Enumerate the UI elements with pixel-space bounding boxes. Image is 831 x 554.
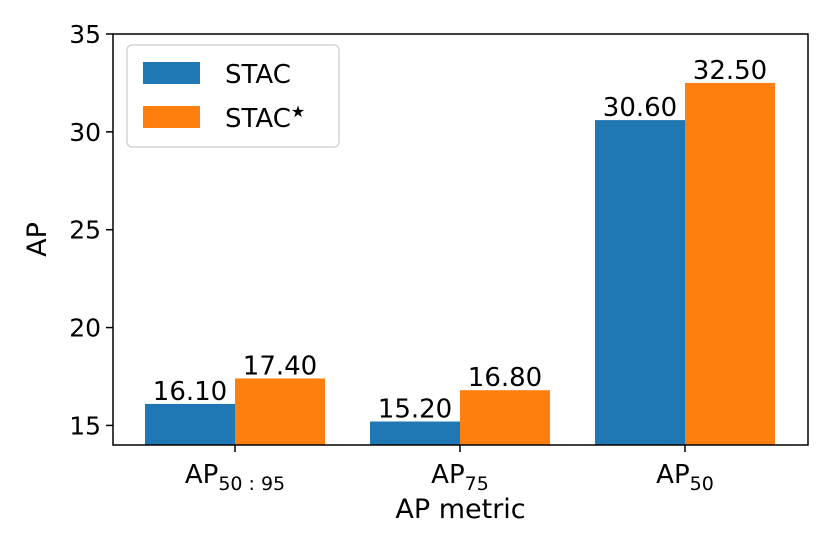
bar-value-label: 16.80 — [468, 363, 542, 393]
legend-label: STAC★ — [225, 102, 305, 134]
y-tick-label: 25 — [69, 216, 101, 245]
x-tick-label: AP75 — [431, 460, 489, 495]
bar-labels-group: 16.10 17.40 15.20 16.80 30.60 32.50 — [153, 56, 767, 425]
y-tick-label: 35 — [69, 20, 101, 49]
x-axis-ticks: AP50 : 95 AP75 AP50 — [185, 445, 714, 495]
y-tick-label: 30 — [69, 118, 101, 147]
bar-stac-star-1 — [460, 390, 550, 445]
bar-stac-1 — [370, 421, 460, 445]
bar-value-label: 16.10 — [153, 377, 227, 407]
y-tick-label: 20 — [69, 314, 101, 343]
x-axis-label: AP metric — [395, 494, 525, 525]
legend-swatch-stac-star — [143, 106, 200, 128]
bar-stac-star-0 — [235, 378, 325, 445]
bars-group — [145, 82, 775, 445]
y-axis-label: AP — [22, 222, 53, 257]
bar-value-label: 15.20 — [378, 395, 452, 425]
bar-value-label: 17.40 — [243, 351, 317, 381]
legend-swatch-stac — [143, 62, 200, 84]
bar-value-label: 30.60 — [603, 93, 677, 123]
x-tick-label: AP50 : 95 — [185, 460, 285, 495]
bar-value-label: 32.50 — [693, 56, 767, 86]
y-axis-ticks: 15 20 25 30 35 — [69, 20, 113, 440]
bar-stac-2 — [595, 120, 685, 445]
x-tick-label: AP50 — [656, 460, 714, 495]
legend-label: STAC — [225, 60, 291, 90]
bar-stac-0 — [145, 403, 235, 445]
legend: STAC STAC★ — [126, 44, 340, 148]
bar-stac-star-2 — [685, 82, 775, 445]
y-tick-label: 15 — [69, 411, 101, 440]
